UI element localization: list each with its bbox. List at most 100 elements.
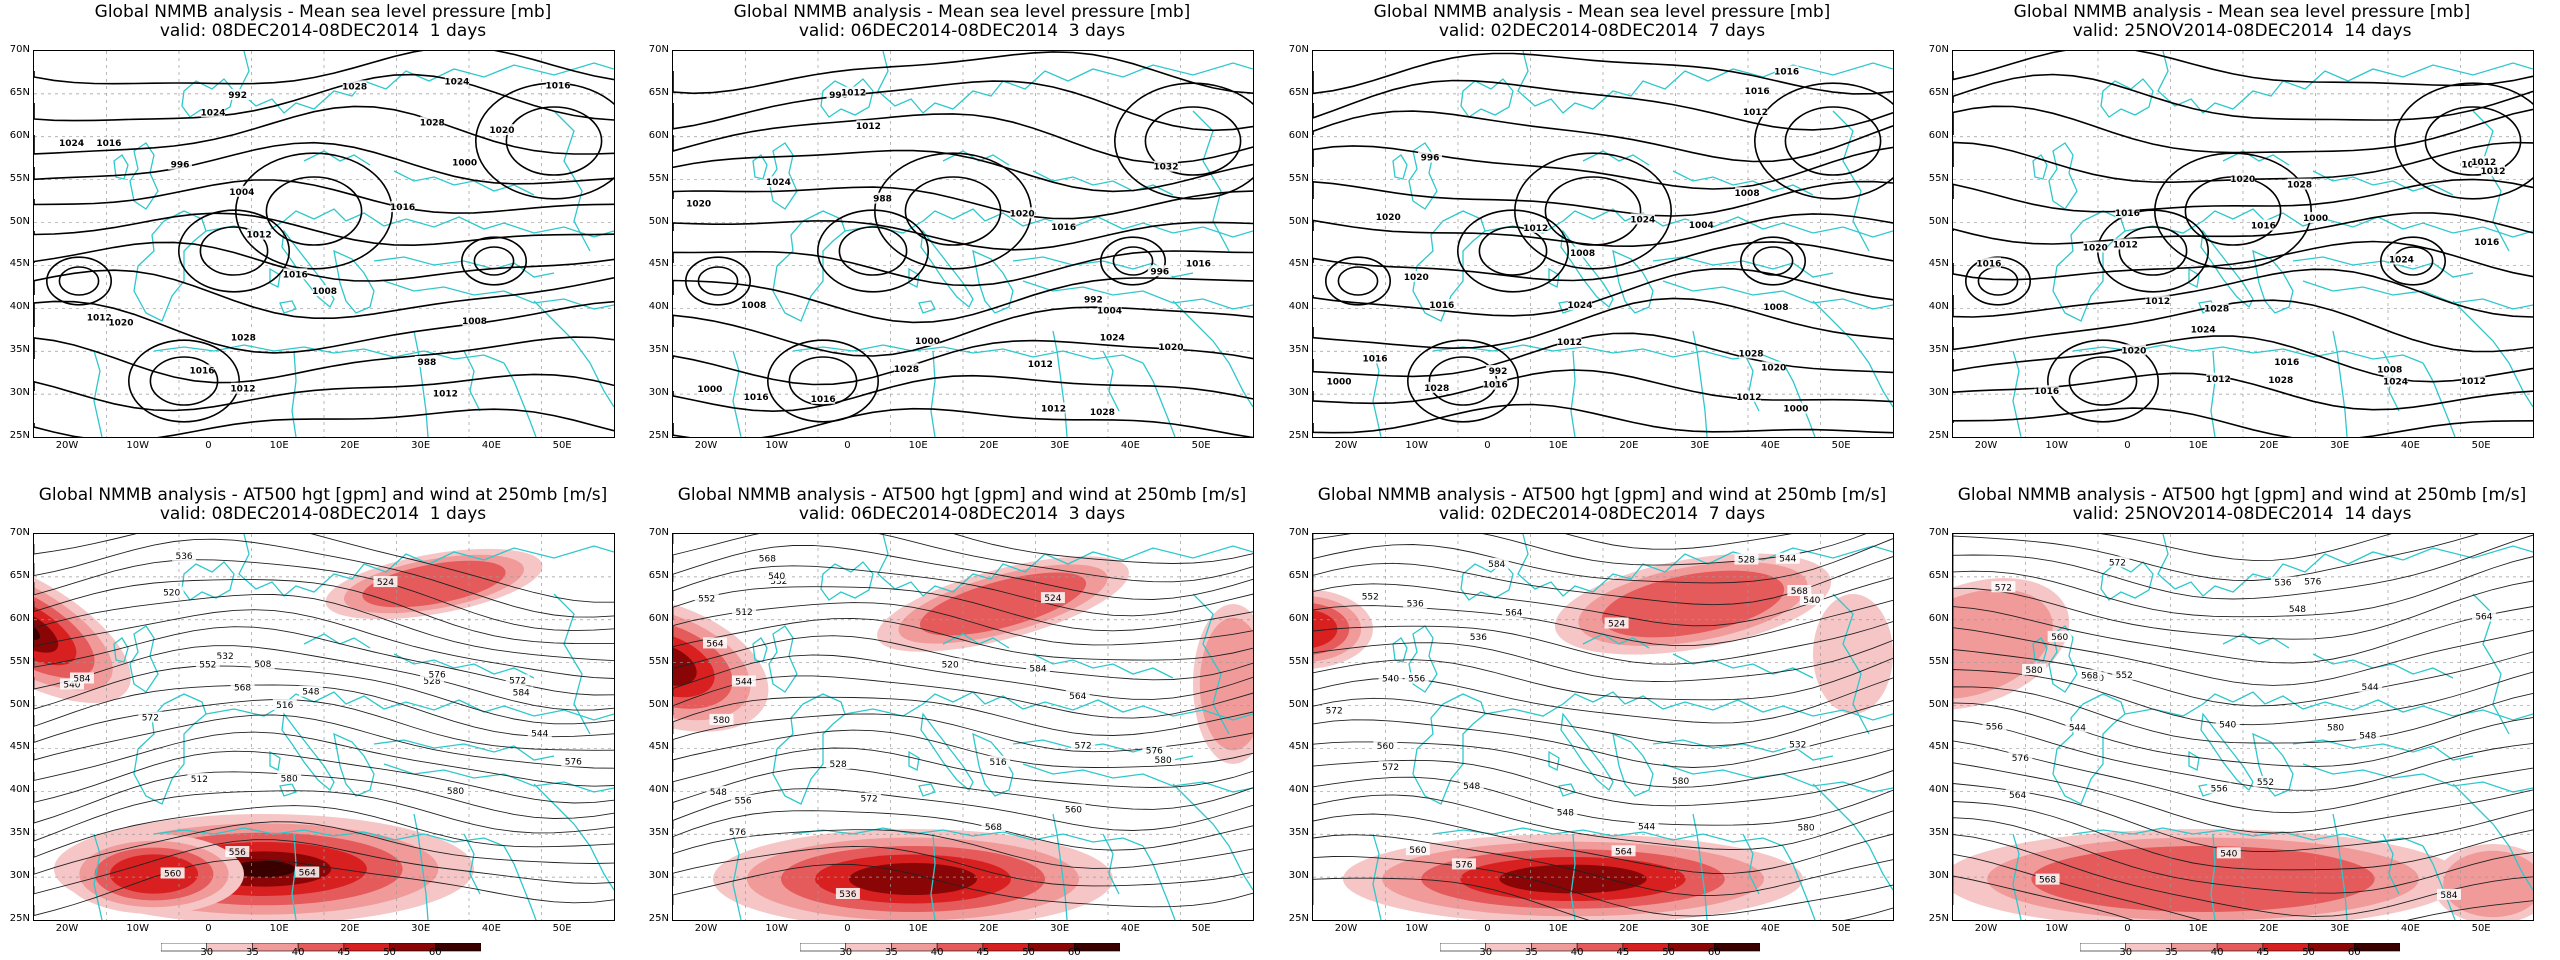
latitude-tick: 50N — [1928, 698, 1949, 710]
contour-label: 1020 — [1404, 273, 1429, 283]
contour-label: 572 — [509, 676, 526, 686]
contour-label: 568 — [2039, 876, 2056, 886]
contour-label: 536 — [1407, 600, 1424, 610]
contour-label: 1012 — [2481, 167, 2506, 177]
longitude-tick: 0 — [844, 440, 851, 451]
contour-label: 556 — [1408, 674, 1425, 684]
latitude-tick: 30N — [9, 387, 30, 399]
contour-label: 540 — [1382, 674, 1399, 684]
colorbar-tick: 30 — [2119, 947, 2133, 958]
longitude-tick: 20E — [1619, 923, 1639, 934]
mslp-map: 996 992 988 1012 1016 1000 1004 1008 1012 1016 102… — [33, 50, 615, 438]
contour-label: 576 — [729, 828, 746, 838]
longitude-tick: 30E — [411, 440, 431, 451]
wind-speed-colorbar: 30 35 40 45 50 60 — [799, 938, 1121, 958]
contour-label: 1000 — [1326, 377, 1351, 387]
contour-label: 992 — [228, 91, 247, 101]
contour-label: 1016 — [96, 139, 121, 149]
longitude-tick: 10W — [2045, 923, 2069, 934]
contour-label: 1020 — [2230, 175, 2255, 185]
colorbar-tick: 50 — [2302, 947, 2315, 958]
longitude-tick: 40E — [2400, 440, 2420, 451]
contour-label: 1000 — [697, 385, 722, 395]
contour-label: 572 — [2109, 558, 2126, 568]
contour-label: 1020 — [1010, 209, 1035, 219]
contour-label: 576 — [1455, 860, 1472, 870]
latitude-tick: 65N — [1288, 86, 1309, 98]
longitude-tick: 10E — [1548, 440, 1568, 451]
contour-label: 572 — [142, 713, 159, 723]
latitude-tick: 40N — [1288, 301, 1309, 313]
panel-title: Global NMMB analysis - Mean sea level pr… — [2013, 2, 2471, 22]
contour-label: 564 — [1505, 608, 1522, 618]
contour-label: 548 — [302, 688, 319, 698]
contour-label: 520 — [163, 589, 180, 599]
longitude-tick: 40E — [1120, 923, 1140, 934]
longitude-tick: 40E — [1760, 923, 1780, 934]
latitude-tick: 65N — [648, 86, 669, 98]
latitude-tick: 55N — [9, 172, 30, 184]
contour-label: 1012 — [1557, 338, 1582, 348]
panel-valid-period: valid: 25NOV2014-08DEC2014 14 days — [2072, 21, 2412, 41]
latitude-tick: 50N — [648, 698, 669, 710]
contour-label: 1020 — [108, 319, 133, 329]
contour-label: 1012 — [433, 390, 458, 400]
contour-label: 1008 — [741, 301, 766, 311]
contour-label: 1024 — [2383, 378, 2408, 388]
contour-label: 556 — [1986, 722, 2003, 732]
contour-label: 1020 — [489, 126, 514, 136]
latitude-tick: 60N — [1928, 129, 1949, 141]
contour-label: 1000 — [452, 159, 477, 169]
latitude-tick: 65N — [1288, 569, 1309, 581]
contour-label: 1012 — [1028, 360, 1053, 370]
longitude-tick: 0 — [2124, 923, 2131, 934]
latitude-tick: 45N — [1928, 741, 1949, 753]
jet-core-2-level-4 — [849, 863, 977, 895]
longitude-tick: 20W — [55, 440, 79, 451]
latitude-tick: 40N — [648, 784, 669, 796]
longitude-tick: 30E — [1690, 440, 1710, 451]
jet-core-1-level-2 — [2031, 846, 2375, 912]
longitude-tick: 50E — [1191, 440, 1211, 451]
contour-label: 572 — [861, 795, 878, 805]
colorbar-tick: 40 — [291, 947, 305, 958]
latitude-tick: 50N — [1928, 215, 1949, 227]
longitude-tick: 20W — [1334, 923, 1358, 934]
contour-label: 536 — [2274, 579, 2291, 589]
longitude-tick: 50E — [1831, 923, 1851, 934]
mslp-map: 992 996 1000 1004 1008 1012 1016 1016 1020 1024 10… — [1312, 50, 1894, 438]
contour-label: 1028 — [1424, 384, 1449, 394]
latitude-tick: 70N — [648, 44, 669, 55]
latitude-tick: 35N — [1928, 344, 1949, 356]
latitude-tick: 50N — [648, 215, 669, 227]
contour-label: 1016 — [2274, 358, 2299, 368]
contour-label: 580 — [447, 787, 464, 797]
contour-label: 564 — [1615, 847, 1632, 857]
longitude-tick: 50E — [2471, 440, 2491, 451]
jet-core-0-level-3 — [1313, 610, 1338, 648]
longitude-tick: 20W — [55, 923, 79, 934]
contour-label: 532 — [217, 652, 234, 662]
contour-label: 536 — [175, 552, 192, 562]
contour-label: 1028 — [420, 119, 445, 129]
contour-label: 556 — [2211, 784, 2228, 794]
colorbar-tick: 45 — [1616, 947, 1630, 958]
contour-label: 992 — [1489, 367, 1508, 377]
contour-label: 524 — [1044, 594, 1061, 604]
longitude-tick: 10W — [126, 440, 150, 451]
contour-label: 1004 — [1689, 221, 1714, 231]
jet-core-3-level-0 — [1813, 594, 1893, 714]
contour-label: 1016 — [1745, 87, 1770, 97]
panel-title: Global NMMB analysis - Mean sea level pr… — [733, 2, 1191, 22]
contour-label: 572 — [1382, 763, 1399, 773]
contour-label: 584 — [513, 688, 530, 698]
longitude-tick: 20W — [694, 440, 718, 451]
longitude-tick: 40E — [2400, 923, 2420, 934]
contour-label: 1004 — [1097, 306, 1122, 316]
contour-label: 552 — [698, 595, 715, 605]
latitude-tick: 70N — [648, 527, 669, 538]
z500-wind-map: 524 528 532 536 540 544 548 552 556 560 564 568 572 5… — [1312, 533, 1894, 921]
contour-label: 1028 — [231, 333, 256, 343]
longitude-tick: 20E — [2259, 440, 2279, 451]
contour-label: 1020 — [1376, 213, 1401, 223]
